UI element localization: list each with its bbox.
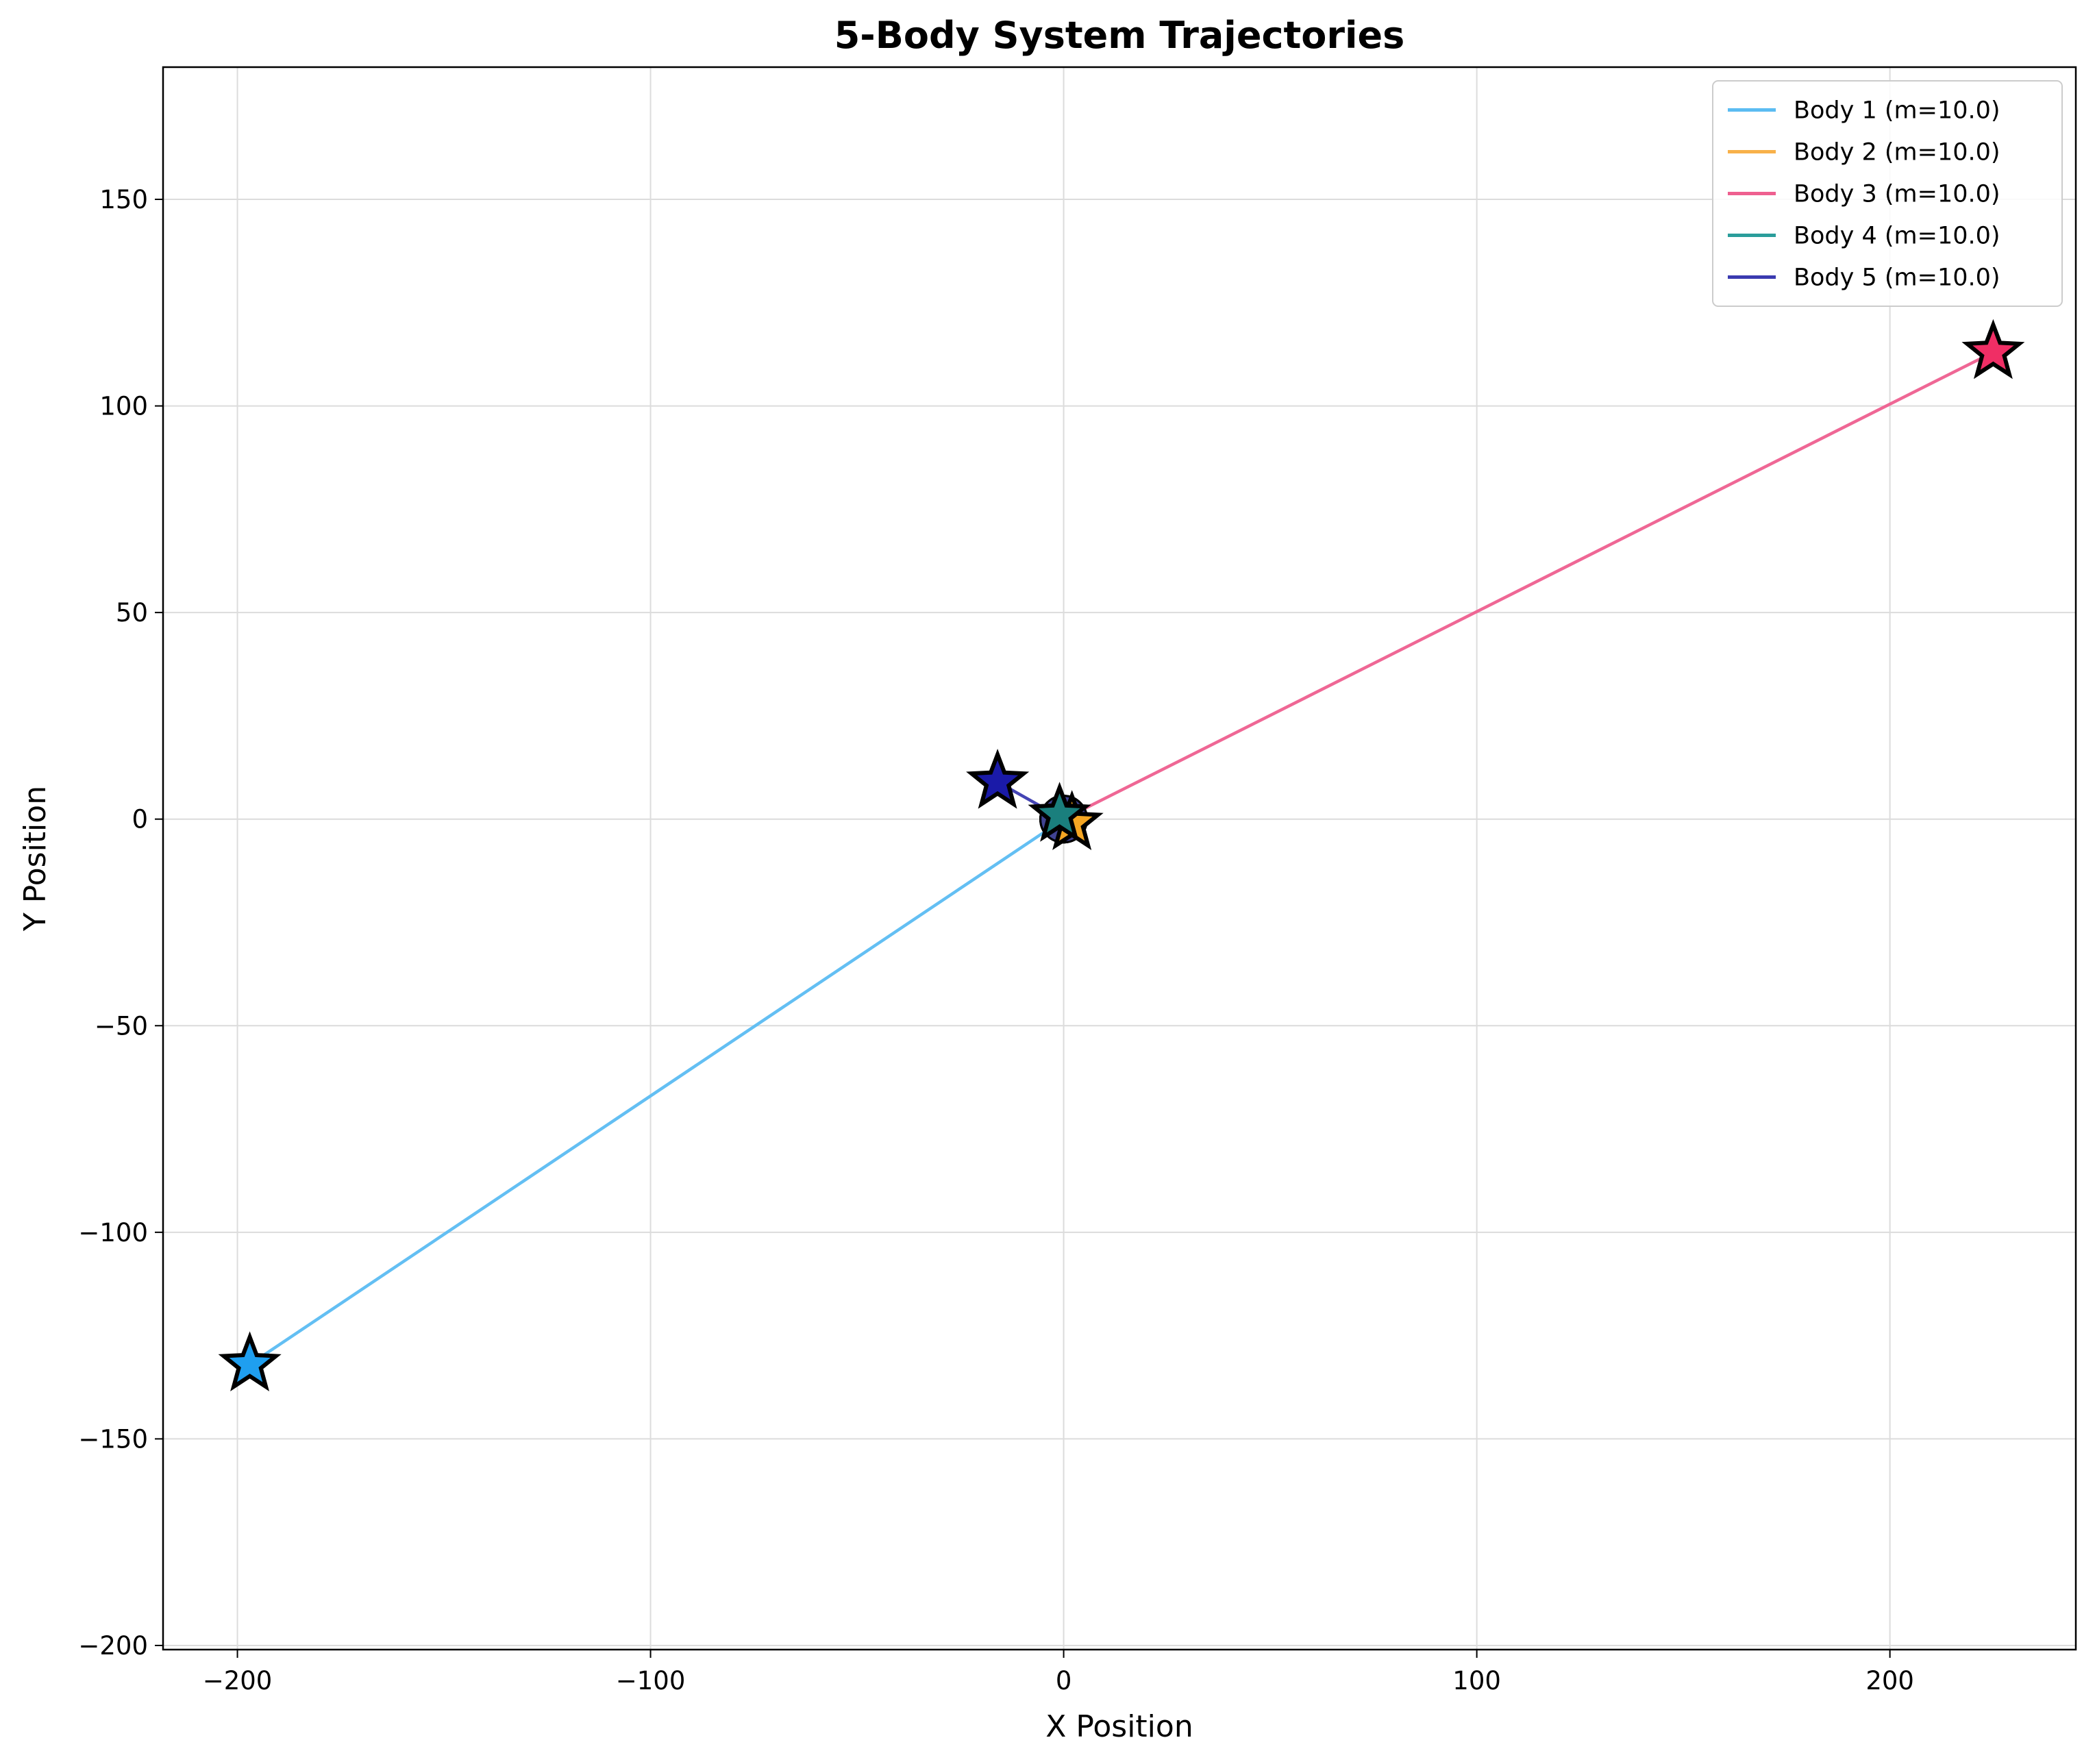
end-marker-body-1 bbox=[218, 1331, 282, 1392]
legend-label-body-5: Body 5 (m=10.0) bbox=[1794, 264, 2000, 292]
x-tick-label: −100 bbox=[616, 1666, 686, 1695]
markers bbox=[218, 319, 2025, 1392]
legend-label-body-4: Body 4 (m=10.0) bbox=[1794, 223, 2000, 250]
end-marker-body-4 bbox=[1028, 782, 1091, 842]
legend: Body 1 (m=10.0) Body 2 (m=10.0) Body 3 (m=… bbox=[1712, 80, 2063, 307]
x-axis-label: X Position bbox=[1045, 1709, 1193, 1744]
legend-box bbox=[1712, 80, 2063, 307]
x-tick-label: −200 bbox=[203, 1666, 273, 1695]
y-tick-label: 100 bbox=[99, 392, 148, 421]
y-tick-label: 0 bbox=[132, 805, 148, 834]
x-tick-label: 0 bbox=[1056, 1666, 1072, 1695]
legend-label-body-3: Body 3 (m=10.0) bbox=[1794, 181, 2000, 208]
end-marker-body-5 bbox=[966, 748, 1030, 809]
legend-label-body-2: Body 2 (m=10.0) bbox=[1794, 139, 2000, 166]
chart-title: 5-Body System Trajectories bbox=[834, 14, 1405, 57]
x-tick-label: 100 bbox=[1452, 1666, 1501, 1695]
legend-label-body-1: Body 1 (m=10.0) bbox=[1794, 97, 2000, 125]
y-tick-label: −50 bbox=[95, 1011, 148, 1041]
y-tick-label: 50 bbox=[116, 598, 148, 628]
plot-frame bbox=[162, 66, 2077, 1651]
y-tick-label: −150 bbox=[78, 1424, 148, 1454]
trajectory-line-body-1 bbox=[249, 817, 1065, 1366]
end-marker-body-3 bbox=[1961, 319, 2025, 380]
y-axis-ticks: −200 −150 −100 −50 0 50 100 150 bbox=[78, 185, 163, 1661]
y-tick-label: −100 bbox=[78, 1218, 148, 1247]
x-tick-label: 200 bbox=[1865, 1666, 1914, 1695]
x-axis-ticks: −200 −100 0 100 200 bbox=[203, 1650, 1914, 1695]
y-tick-label: −200 bbox=[78, 1631, 148, 1661]
y-axis-label: Y Position bbox=[18, 786, 53, 932]
trajectory-line-body-3 bbox=[1063, 351, 1994, 821]
y-tick-label: 150 bbox=[99, 185, 148, 214]
grid bbox=[163, 67, 2076, 1650]
